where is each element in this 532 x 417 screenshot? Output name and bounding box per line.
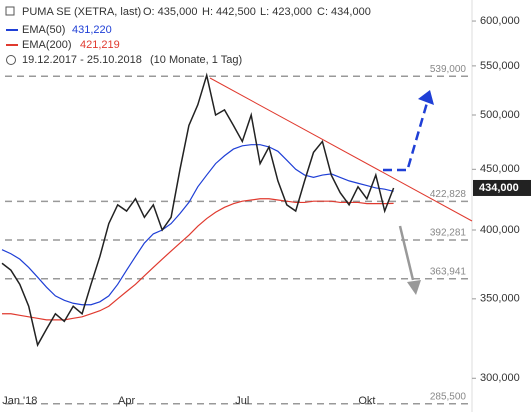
- breakout-arrow: [383, 95, 431, 172]
- ohlc: L: 423,000: [260, 6, 312, 18]
- legend-value: 421,219: [80, 39, 120, 51]
- legend-value: 431,220: [72, 24, 112, 36]
- y-tick-label: 400,000: [480, 224, 520, 236]
- legend: PUMA SE (XETRA, last) O: 435,000 H: 442,…: [5, 6, 371, 66]
- header-bg: [0, 0, 370, 70]
- x-tick-label: Jan '18: [2, 395, 37, 407]
- x-tick-label: Okt: [358, 395, 375, 407]
- period: (10 Monate, 1 Tag): [150, 54, 242, 66]
- title: PUMA SE (XETRA, last): [22, 6, 141, 18]
- y-tick-label: 500,000: [480, 109, 520, 121]
- y-tick-label: 600,000: [480, 15, 520, 27]
- ohlc: C: 434,000: [317, 6, 371, 18]
- legend-label: EMA(50): [22, 24, 65, 36]
- x-tick-label: Jul: [235, 395, 249, 407]
- series-line: [1, 144, 394, 306]
- legend-label: EMA(200): [22, 39, 72, 51]
- arrow-head: [418, 90, 434, 105]
- y-tick-label: 350,000: [480, 293, 520, 305]
- x-tick-label: Apr: [118, 395, 135, 407]
- trend-line: [209, 77, 473, 222]
- level-label: 285,500: [430, 391, 467, 402]
- series-line: [2, 198, 394, 321]
- level-label: 363,941: [430, 266, 467, 277]
- price-tag: [473, 179, 531, 196]
- y-tick-label: 550,000: [480, 60, 520, 72]
- y-tick-label: 300,000: [480, 372, 520, 384]
- series-line: [1, 72, 395, 348]
- ohlc: O: 435,000: [143, 6, 197, 18]
- level-label: 392,281: [430, 228, 467, 239]
- date-range: 19.12.2017 - 25.10.2018: [22, 54, 142, 66]
- down-arrow: [398, 225, 415, 281]
- y-tick-label: 450,000: [480, 163, 520, 175]
- ohlc: H: 442,500: [202, 6, 256, 18]
- clock-icon: [6, 55, 16, 65]
- level-label: 422,828: [430, 189, 467, 200]
- level-label: 539,000: [430, 64, 467, 75]
- arrow-head: [407, 280, 421, 295]
- price-tag-label: 434,000: [479, 182, 519, 194]
- icon: [5, 6, 15, 16]
